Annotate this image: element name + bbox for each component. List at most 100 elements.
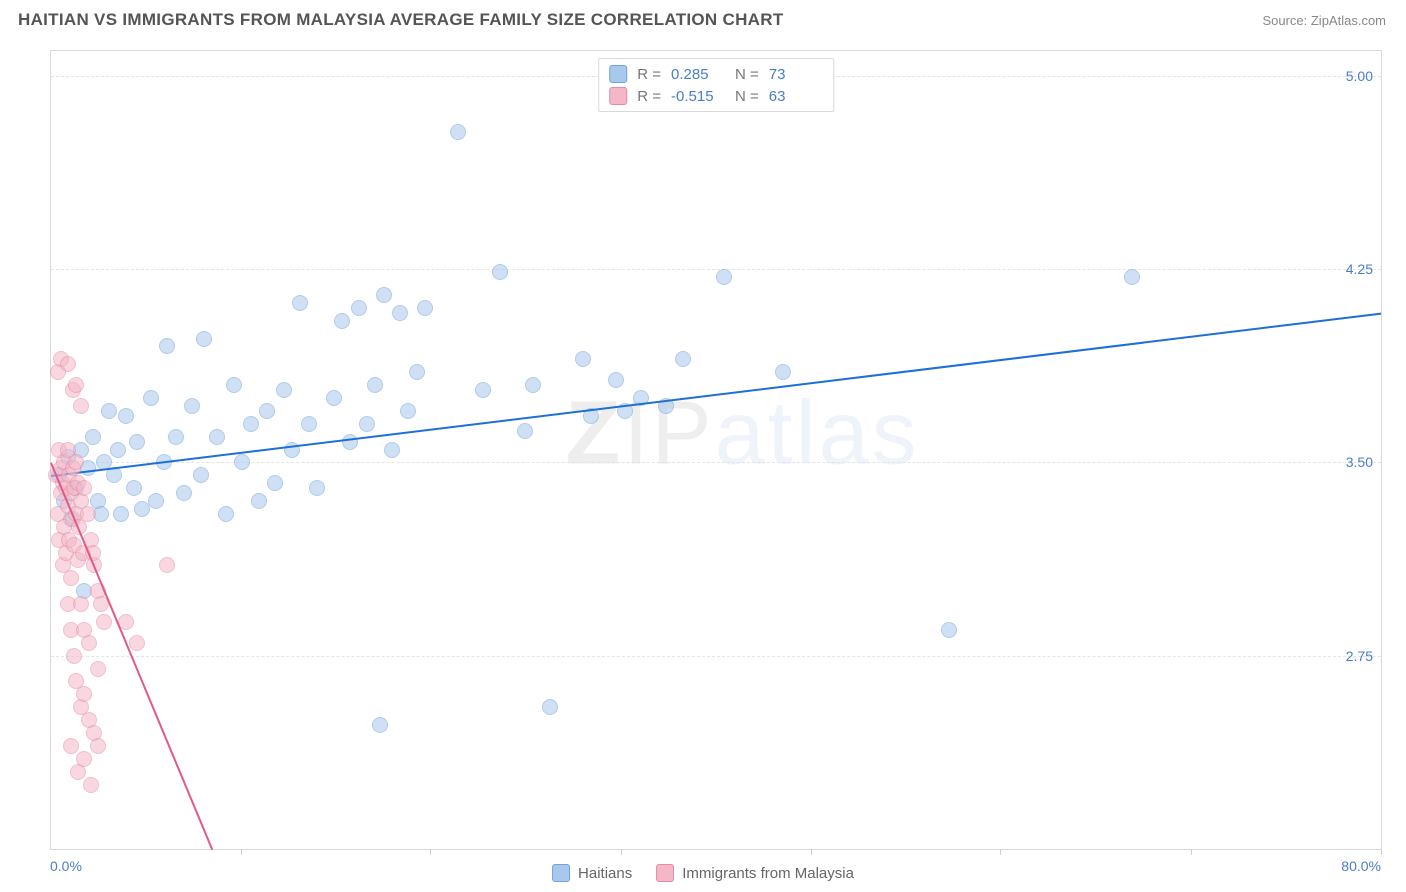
data-point	[276, 382, 292, 398]
data-point	[259, 403, 275, 419]
data-point	[96, 614, 112, 630]
n-label: N =	[735, 88, 759, 105]
data-point	[143, 390, 159, 406]
data-point	[309, 480, 325, 496]
data-point	[90, 738, 106, 754]
stats-swatch	[609, 87, 627, 105]
legend-swatch-malaysia	[656, 864, 674, 882]
data-point	[243, 416, 259, 432]
data-point	[159, 557, 175, 573]
data-point	[118, 408, 134, 424]
stats-row: R = 0.285 N = 73	[609, 63, 823, 85]
series-legend: Haitians Immigrants from Malaysia	[552, 864, 854, 882]
legend-swatch-haitians	[552, 864, 570, 882]
data-point	[73, 398, 89, 414]
data-point	[608, 372, 624, 388]
x-tick	[1000, 849, 1001, 855]
gridline	[51, 462, 1381, 463]
gridline	[51, 269, 1381, 270]
data-point	[475, 382, 491, 398]
data-point	[113, 506, 129, 522]
data-point	[83, 777, 99, 793]
y-tick-label: 3.50	[1346, 454, 1373, 470]
data-point	[129, 434, 145, 450]
legend-label-malaysia: Immigrants from Malaysia	[682, 865, 854, 882]
data-point	[63, 570, 79, 586]
data-point	[372, 717, 388, 733]
r-value: 0.285	[671, 66, 725, 83]
plot-right-border	[1381, 50, 1382, 850]
plot-top-border	[50, 50, 1382, 51]
data-point	[60, 356, 76, 372]
correlation-stats-box: R =0.285N =73R =-0.515N =63	[598, 58, 834, 112]
y-tick-label: 2.75	[1346, 648, 1373, 664]
scatter-plot-area: ZIPatlas 2.75 3.50 4.25 5.00 R = 0.285 N = 73R …	[50, 50, 1381, 850]
data-point	[292, 295, 308, 311]
data-point	[525, 377, 541, 393]
legend-item-malaysia: Immigrants from Malaysia	[656, 864, 854, 882]
data-point	[126, 480, 142, 496]
data-point	[90, 661, 106, 677]
chart-header: HAITIAN VS IMMIGRANTS FROM MALAYSIA AVER…	[0, 0, 1406, 36]
data-point	[76, 686, 92, 702]
x-tick	[811, 849, 812, 855]
n-value: 63	[769, 88, 823, 105]
r-label: R =	[637, 66, 661, 83]
data-point	[184, 398, 200, 414]
data-point	[110, 442, 126, 458]
data-point	[517, 423, 533, 439]
watermark: ZIPatlas	[566, 382, 920, 485]
data-point	[209, 429, 225, 445]
data-point	[492, 264, 508, 280]
data-point	[129, 635, 145, 651]
x-tick	[621, 849, 622, 855]
data-point	[218, 506, 234, 522]
legend-label-haitians: Haitians	[578, 865, 632, 882]
stats-swatch	[609, 65, 627, 83]
data-point	[196, 331, 212, 347]
data-point	[359, 416, 375, 432]
n-value: 73	[769, 66, 823, 83]
data-point	[384, 442, 400, 458]
data-point	[148, 493, 164, 509]
y-tick-label: 4.25	[1346, 261, 1373, 277]
data-point	[1124, 269, 1140, 285]
data-point	[450, 124, 466, 140]
data-point	[334, 313, 350, 329]
data-point	[226, 377, 242, 393]
data-point	[251, 493, 267, 509]
data-point	[68, 454, 84, 470]
data-point	[234, 454, 250, 470]
data-point	[417, 300, 433, 316]
data-point	[168, 429, 184, 445]
data-point	[80, 506, 96, 522]
data-point	[775, 364, 791, 380]
data-point	[367, 377, 383, 393]
stats-row: R =-0.515N =63	[609, 85, 823, 107]
source-attribution: Source: ZipAtlas.com	[1262, 13, 1386, 28]
data-point	[176, 485, 192, 501]
n-label: N =	[735, 66, 759, 83]
data-point	[376, 287, 392, 303]
y-tick-label: 5.00	[1346, 68, 1373, 84]
x-axis-max-label: 80.0%	[1341, 858, 1381, 874]
data-point	[159, 338, 175, 354]
data-point	[342, 434, 358, 450]
gridline	[51, 656, 1381, 657]
x-tick	[430, 849, 431, 855]
data-point	[716, 269, 732, 285]
data-point	[392, 305, 408, 321]
data-point	[542, 699, 558, 715]
trend-line	[51, 313, 1381, 477]
data-point	[63, 738, 79, 754]
data-point	[941, 622, 957, 638]
data-point	[301, 416, 317, 432]
data-point	[193, 467, 209, 483]
data-point	[575, 351, 591, 367]
legend-item-haitians: Haitians	[552, 864, 632, 882]
data-point	[73, 596, 89, 612]
chart-title: HAITIAN VS IMMIGRANTS FROM MALAYSIA AVER…	[18, 10, 784, 30]
data-point	[267, 475, 283, 491]
x-tick	[241, 849, 242, 855]
data-point	[76, 480, 92, 496]
